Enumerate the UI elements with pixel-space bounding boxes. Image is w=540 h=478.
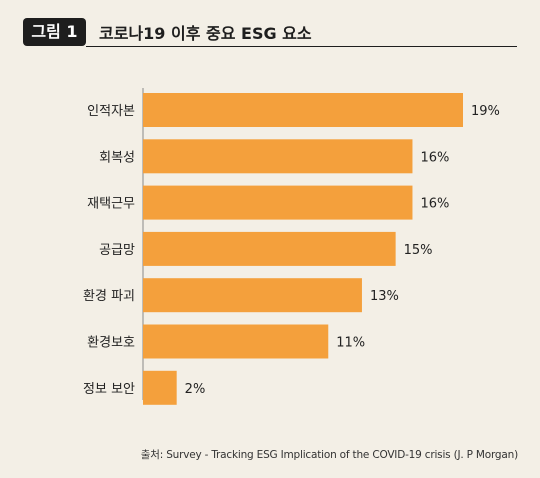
- category-label-4: 환경 파괴: [83, 289, 135, 304]
- source-note: 출처: Survey - Tracking ESG Implication of…: [140, 449, 518, 461]
- bar-1: [143, 139, 413, 174]
- category-label-5: 환경보호: [87, 336, 135, 351]
- value-label-6: 2%: [185, 382, 206, 397]
- value-label-2: 16%: [420, 197, 449, 212]
- bar-2: [143, 185, 413, 220]
- header-divider: [86, 46, 517, 47]
- bar-0: [143, 93, 463, 127]
- category-label-1: 회복성: [99, 150, 135, 165]
- bar-6: [143, 370, 177, 405]
- bar-5: [143, 324, 329, 359]
- category-label-6: 정보 보안: [83, 382, 135, 397]
- figure-badge: 그림 1: [23, 18, 86, 46]
- value-label-4: 13%: [370, 289, 399, 304]
- bar-chart: 인적자본 19% 회복성 16% 재택근무 16% 공급망 15% 환경 파괴 13% 환경보호 11…: [83, 88, 500, 405]
- bar-4: [143, 278, 362, 313]
- chart-title: 코로나19 이후 중요 ESG 요소: [99, 24, 312, 43]
- category-label-3: 공급망: [99, 243, 135, 258]
- category-label-2: 재택근무: [87, 197, 135, 212]
- value-label-0: 19%: [471, 104, 500, 119]
- figure-header: 그림 1 코로나19 이후 중요 ESG 요소: [23, 17, 517, 47]
- value-label-5: 11%: [336, 336, 365, 351]
- value-label-1: 16%: [420, 150, 449, 165]
- value-label-3: 15%: [404, 243, 433, 258]
- bar-3: [143, 231, 396, 266]
- category-label-0: 인적자본: [87, 104, 135, 119]
